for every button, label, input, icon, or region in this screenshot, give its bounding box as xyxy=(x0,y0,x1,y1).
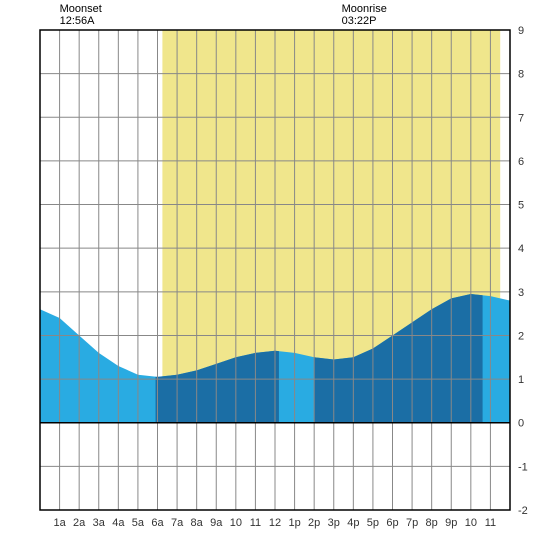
y-tick-label: 5 xyxy=(518,200,524,212)
chart-svg: -2-101234567891a2a3a4a5a6a7a8a9a1011121p… xyxy=(0,0,550,550)
y-tick-label: 6 xyxy=(518,156,524,168)
x-tick-label: 11 xyxy=(250,517,261,529)
x-tick-label: 7p xyxy=(406,517,418,529)
x-tick-label: 6a xyxy=(151,517,164,529)
y-tick-label: -2 xyxy=(518,505,528,517)
x-tick-label: 1a xyxy=(53,517,66,529)
x-tick-label: 5a xyxy=(132,517,145,529)
y-tick-label: 9 xyxy=(518,25,524,37)
tide-chart: -2-101234567891a2a3a4a5a6a7a8a9a1011121p… xyxy=(0,0,550,550)
y-tick-label: 1 xyxy=(518,374,524,386)
moonrise-label: Moonrise xyxy=(342,3,387,15)
x-tick-label: 3p xyxy=(328,517,340,529)
x-tick-label: 10 xyxy=(230,517,242,529)
moonrise-time: 03:22P xyxy=(342,15,377,27)
moonset-time: 12:56A xyxy=(60,15,96,27)
y-tick-label: 0 xyxy=(518,418,524,430)
x-tick-label: 3a xyxy=(93,517,106,529)
x-tick-label: 5p xyxy=(367,517,379,529)
x-tick-label: 10 xyxy=(465,517,477,529)
y-tick-label: 3 xyxy=(518,287,524,299)
x-tick-label: 11 xyxy=(485,517,496,529)
y-tick-label: 8 xyxy=(518,69,524,81)
x-tick-label: 4p xyxy=(347,517,359,529)
x-tick-label: 1p xyxy=(288,517,300,529)
x-tick-label: 6p xyxy=(386,517,398,529)
x-tick-label: 8p xyxy=(426,517,438,529)
x-tick-label: 12 xyxy=(269,517,281,529)
y-tick-label: 7 xyxy=(518,112,524,124)
x-tick-label: 9p xyxy=(445,517,457,529)
y-tick-label: -1 xyxy=(518,461,528,473)
x-tick-label: 2p xyxy=(308,517,320,529)
x-tick-label: 7a xyxy=(171,517,184,529)
moonset-label: Moonset xyxy=(60,3,102,15)
x-tick-label: 4a xyxy=(112,517,125,529)
x-tick-label: 8a xyxy=(191,517,204,529)
x-tick-label: 9a xyxy=(210,517,223,529)
x-tick-label: 2a xyxy=(73,517,86,529)
y-tick-label: 2 xyxy=(518,330,524,342)
y-tick-label: 4 xyxy=(518,243,524,255)
